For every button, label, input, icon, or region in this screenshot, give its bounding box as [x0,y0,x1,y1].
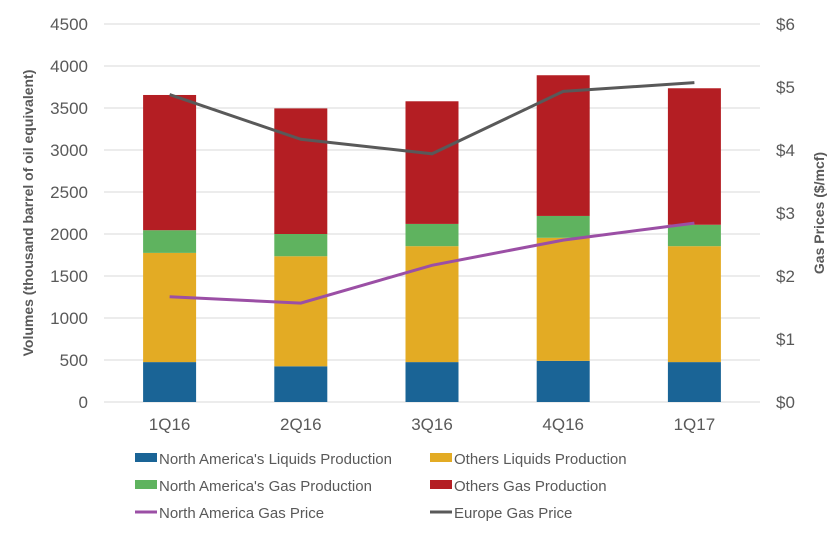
bar-segment [536,360,590,402]
y2-tick-label: $5 [776,78,795,97]
x-tick-label: 2Q16 [280,415,322,434]
y-tick-label: 1000 [50,309,88,328]
y-axis-right: $0 $1 $2 $3 $4 $5 $6 [776,15,795,412]
bar-segment [143,230,197,253]
y-tick-label: 2000 [50,225,88,244]
y-tick-label: 3000 [50,141,88,160]
bars [143,75,721,402]
bar-segment [274,366,328,402]
y-tick-label: 2500 [50,183,88,202]
bar-segment [667,362,721,402]
bar-segment [143,252,197,363]
price-line [169,81,695,156]
bar-segment [405,101,459,224]
legend-swatch [135,480,157,489]
bar-segment [405,362,459,402]
bar-segment [143,94,197,231]
y-tick-label: 1500 [50,267,88,286]
bar-segment [274,234,328,257]
y-tick-label: 3500 [50,99,88,118]
y2-tick-label: $3 [776,204,795,223]
legend-label: Others Gas Production [454,478,607,495]
y-tick-label: 0 [79,393,88,412]
y-axis-left: 0 500 1000 1500 2000 2500 3000 3500 4000 4500 [50,15,88,412]
x-tick-label: 4Q16 [542,415,584,434]
y-tick-label: 4000 [50,57,88,76]
bar-segment [143,362,197,402]
y-tick-label: 4500 [50,15,88,34]
legend-swatch [135,453,157,462]
bar-segment [405,223,459,247]
bar-segment [536,75,590,216]
legend-label: North America Gas Price [159,505,324,522]
legend-label: Europe Gas Price [454,505,572,522]
bar-segment [536,215,590,238]
legend-label: North America's Liquids Production [159,451,392,468]
price-lines [169,81,695,305]
y-tick-label: 500 [60,351,88,370]
y2-tick-label: $4 [776,141,795,160]
x-tick-label: 1Q17 [674,415,716,434]
legend-swatch [430,480,452,489]
bar-segment [667,224,721,247]
x-tick-label: 3Q16 [411,415,453,434]
x-tick-label: 1Q16 [149,415,191,434]
bar-segment [667,88,721,225]
x-axis: 1Q16 2Q16 3Q16 4Q16 1Q17 [149,415,715,434]
bar-segment [405,246,459,363]
legend-swatch [430,453,452,462]
bar-segment [536,237,590,361]
legend-label: Others Liquids Production [454,451,627,468]
y2-tick-label: $2 [776,267,795,286]
legend-label: North America's Gas Production [159,478,372,495]
y2-tick-label: $0 [776,393,795,412]
legend: North America's Liquids Production Others… [135,451,627,522]
y2-tick-label: $6 [776,15,795,34]
y2-tick-label: $1 [776,330,795,349]
y-axis-label: Volumes (thousand barrel of oil equivale… [20,70,36,357]
y2-axis-label: Gas Prices ($/mcf) [811,152,827,274]
bar-segment [274,108,328,234]
price-line [169,221,695,305]
bar-segment [667,246,721,363]
bar-segment [274,256,328,367]
